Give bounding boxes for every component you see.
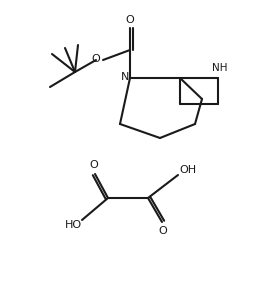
Text: O: O — [126, 15, 134, 25]
Text: HO: HO — [64, 220, 82, 230]
Text: O: O — [92, 54, 100, 64]
Text: OH: OH — [180, 165, 197, 175]
Text: O: O — [159, 226, 167, 236]
Text: O: O — [89, 160, 98, 170]
Text: NH: NH — [212, 63, 228, 73]
Text: N: N — [121, 72, 129, 82]
